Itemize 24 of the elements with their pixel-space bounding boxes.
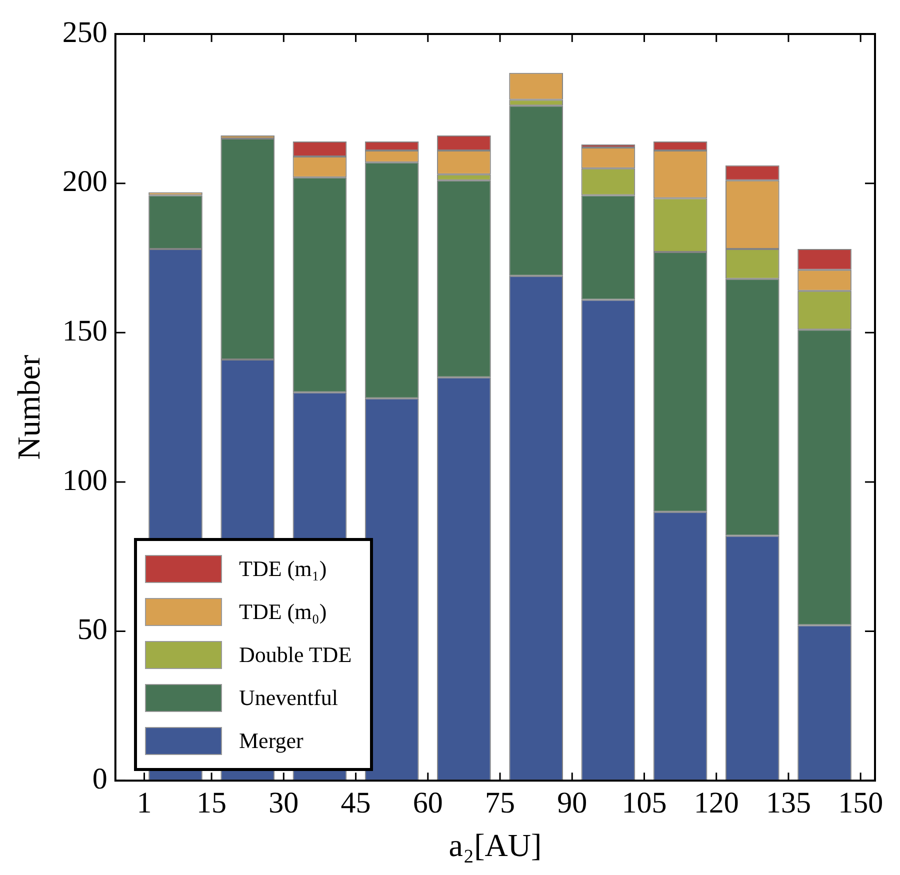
legend-label: TDE (m₀): [239, 598, 327, 624]
y-tick-label: 0: [92, 762, 108, 796]
x-tick-label: 60: [412, 786, 443, 820]
y-tick-label: 200: [62, 165, 108, 198]
x-tick-label: 15: [196, 786, 227, 820]
x-tick-label: 105: [622, 786, 667, 820]
x-tick-label: 135: [766, 786, 811, 820]
x-tick-label: 30: [268, 786, 299, 820]
x-tick-label: 120: [694, 786, 739, 820]
legend-label: Double TDE: [239, 642, 352, 668]
y-axis-title: Number: [10, 354, 47, 460]
legend-label: TDE (m₁): [239, 556, 327, 582]
legend-label: Uneventful: [239, 684, 338, 710]
legend-label: Merger: [239, 728, 304, 754]
x-tick-label: 75: [485, 786, 516, 820]
x-tick-label: 90: [557, 786, 588, 820]
y-tick-label: 250: [62, 16, 108, 49]
x-axis-title: a₂[AU]: [448, 827, 542, 864]
y-tick-label: 50: [77, 613, 108, 646]
y-tick-label: 100: [62, 464, 108, 497]
y-tick-label: 150: [62, 314, 108, 348]
x-tick-label: 45: [340, 786, 371, 820]
x-tick-label: 150: [838, 786, 884, 820]
x-tick-label: 1: [136, 786, 152, 820]
